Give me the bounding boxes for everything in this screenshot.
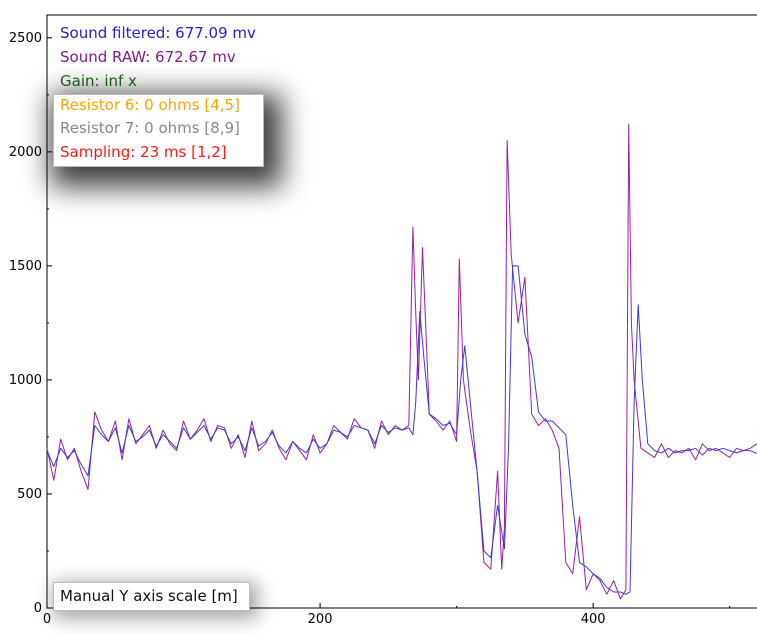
gain-readout: Gain: inf x [60, 72, 137, 91]
sound-filtered-label: Sound filtered: [60, 24, 171, 42]
sound-raw-value: 672.67 mv [155, 48, 236, 66]
resistor6-label: Resistor 6: [60, 96, 140, 114]
y-tick-label: 2500 [9, 31, 42, 46]
sound-filtered-readout: Sound filtered: 677.09 mv [60, 24, 256, 43]
x-tick-label: 400 [581, 612, 606, 627]
sound-raw-readout: Sound RAW: 672.67 mv [60, 48, 236, 67]
axis-ticks: 0 500 1000 1500 2000 2500 0 200 400 [9, 31, 731, 627]
y-tick-label: 1000 [9, 373, 42, 388]
resistor6-readout: Resistor 6: 0 ohms [4,5] [60, 96, 240, 115]
sound-raw-label: Sound RAW: [60, 48, 151, 66]
settings-panel [53, 94, 264, 167]
sound-filtered-value: 677.09 mv [175, 24, 256, 42]
resistor6-value: 0 ohms [4,5] [144, 96, 240, 114]
plot-frame [46, 14, 757, 609]
y-tick-label: 0 [34, 601, 42, 616]
manual-y-scale-button[interactable] [53, 582, 250, 611]
y-tick-label: 500 [17, 487, 42, 502]
plot-series [46, 124, 757, 600]
y-tick-label: 1500 [9, 259, 42, 274]
x-tick-label: 0 [43, 612, 51, 627]
plot-axes [46, 14, 757, 609]
x-tick-label: 200 [308, 612, 333, 627]
sound-filtered-line [46, 265, 757, 595]
sound-raw-line [46, 124, 757, 600]
resistor7-value: 0 ohms [8,9] [144, 119, 240, 137]
sampling-label: Sampling: [60, 143, 136, 161]
sampling-value: 23 ms [1,2] [140, 143, 227, 161]
gain-value: inf x [104, 72, 137, 90]
gain-label: Gain: [60, 72, 100, 90]
manual-y-scale-label: Manual Y axis scale [m] [60, 587, 238, 605]
y-tick-label: 2000 [9, 145, 42, 160]
sampling-readout: Sampling: 23 ms [1,2] [60, 143, 227, 162]
resistor7-label: Resistor 7: [60, 119, 140, 137]
resistor7-readout: Resistor 7: 0 ohms [8,9] [60, 119, 240, 138]
